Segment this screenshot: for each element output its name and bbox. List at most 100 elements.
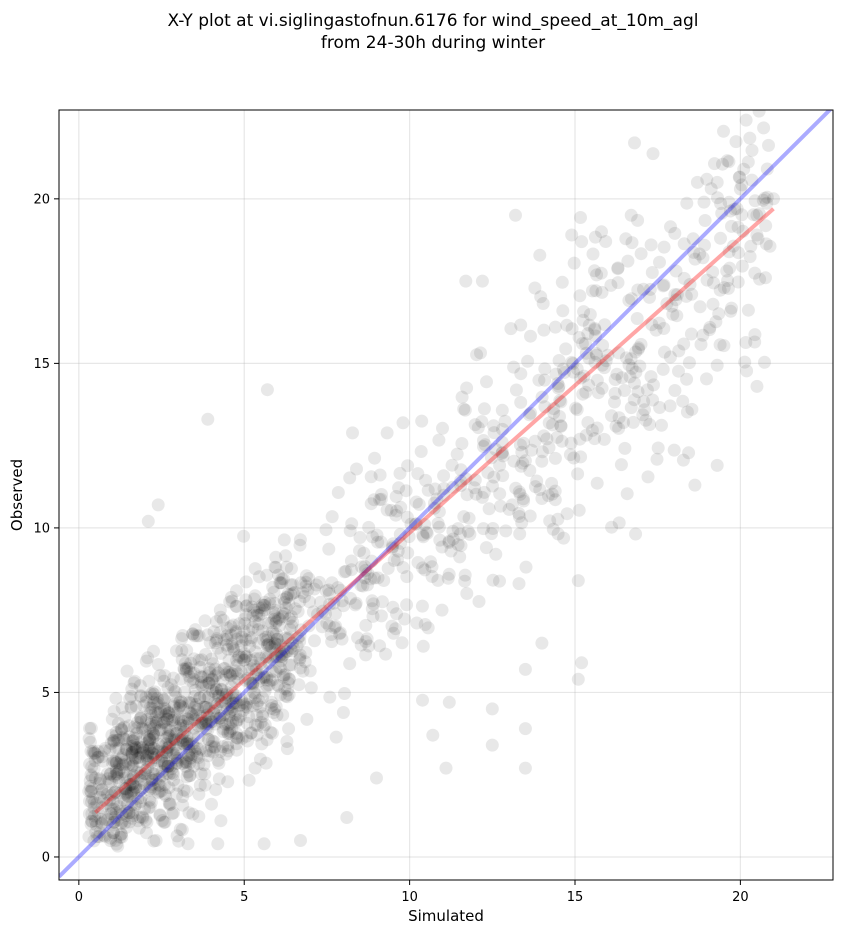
scatter-point — [194, 669, 207, 683]
scatter-point — [595, 381, 609, 395]
scatter-point — [95, 783, 109, 797]
scatter-point — [418, 618, 432, 631]
scatter-point — [176, 727, 190, 741]
scatter-point — [179, 661, 193, 675]
scatter-point — [96, 754, 110, 768]
scatter-point — [237, 647, 251, 661]
scatter-point — [188, 713, 202, 727]
scatter-point — [700, 372, 713, 386]
scatter-point — [163, 729, 177, 743]
scatter-point — [250, 605, 264, 619]
scatter-point — [522, 408, 536, 422]
scatter-point — [158, 669, 172, 683]
scatter-point — [178, 725, 192, 739]
scatter-point — [266, 652, 280, 666]
scatter-point — [738, 355, 752, 369]
scatter-point — [88, 746, 101, 760]
scatter-point — [291, 631, 305, 645]
scatter-point — [167, 697, 181, 711]
scatter-point — [521, 354, 535, 368]
scatter-point — [226, 686, 240, 700]
scatter-point — [154, 705, 167, 719]
scatter-point — [245, 600, 259, 614]
scatter-point — [151, 706, 165, 720]
scatter-point — [151, 498, 165, 512]
scatter-point — [639, 413, 653, 427]
scatter-point — [128, 674, 142, 688]
scatter-point — [621, 254, 635, 268]
scatter-point — [202, 710, 216, 724]
scatter-point — [88, 771, 102, 785]
scatter-point — [485, 527, 498, 541]
scatter-point — [278, 607, 292, 621]
scatter-point — [557, 366, 571, 379]
scatter-point — [652, 316, 666, 330]
scatter-point — [134, 711, 148, 725]
scatter-point — [548, 451, 562, 465]
scatter-point — [117, 720, 131, 734]
scatter-point — [128, 742, 142, 756]
scatter-point — [687, 245, 701, 259]
scatter-point — [196, 716, 210, 730]
scatter-point — [181, 765, 195, 779]
scatter-point — [364, 572, 378, 586]
scatter-point — [475, 415, 489, 429]
scatter-point — [546, 418, 560, 432]
scatter-point — [221, 726, 235, 739]
scatter-point — [249, 663, 263, 676]
scatter-point — [714, 197, 728, 210]
scatter-point — [229, 708, 243, 722]
scatter-point — [234, 639, 248, 653]
scatter-point — [394, 500, 408, 514]
scatter-point — [322, 587, 336, 601]
scatter-point — [105, 712, 119, 726]
scatter-point — [217, 708, 231, 722]
scatter-point — [685, 402, 699, 416]
scatter-point — [125, 746, 139, 759]
scatter-point — [158, 778, 172, 792]
scatter-point — [579, 428, 593, 442]
scatter-point — [551, 512, 565, 526]
scatter-point — [249, 668, 263, 681]
scatter-point — [160, 731, 174, 745]
scatter-point — [268, 636, 282, 650]
scatter-point — [257, 671, 271, 685]
scatter-point — [743, 250, 757, 264]
scatter-point — [106, 734, 120, 748]
scatter-point — [493, 487, 507, 501]
scatter-point — [502, 502, 516, 516]
scatter-point — [316, 604, 330, 618]
scatter-point — [161, 728, 175, 742]
scatter-point — [186, 737, 200, 751]
scatter-point — [416, 561, 430, 575]
scatter-point — [418, 563, 432, 577]
scatter-point — [121, 789, 134, 803]
scatter-point — [209, 669, 223, 682]
scatter-point — [180, 662, 193, 676]
scatter-point — [535, 445, 549, 459]
scatter-point — [231, 650, 245, 664]
scatter-point — [168, 749, 181, 762]
scatter-point — [219, 638, 233, 652]
scatter-point — [525, 443, 539, 457]
scatter-point — [197, 758, 211, 772]
scatter-point — [225, 637, 239, 651]
scatter-point — [322, 583, 336, 597]
scatter-point — [677, 237, 691, 251]
scatter-point — [213, 711, 227, 725]
scatter-point — [127, 731, 141, 745]
scatter-point — [170, 706, 184, 720]
scatter-point — [663, 350, 677, 364]
scatter-point — [127, 779, 141, 793]
scatter-point — [597, 361, 611, 375]
scatter-point — [666, 307, 680, 321]
scatter-point — [756, 193, 770, 207]
scatter-point — [120, 742, 134, 756]
scatter-point — [85, 770, 99, 784]
scatter-point — [199, 678, 213, 692]
scatter-point — [92, 750, 105, 764]
scatter-point — [410, 616, 424, 630]
scatter-point — [333, 626, 347, 640]
scatter-point — [576, 387, 590, 401]
scatter-point — [495, 435, 509, 449]
